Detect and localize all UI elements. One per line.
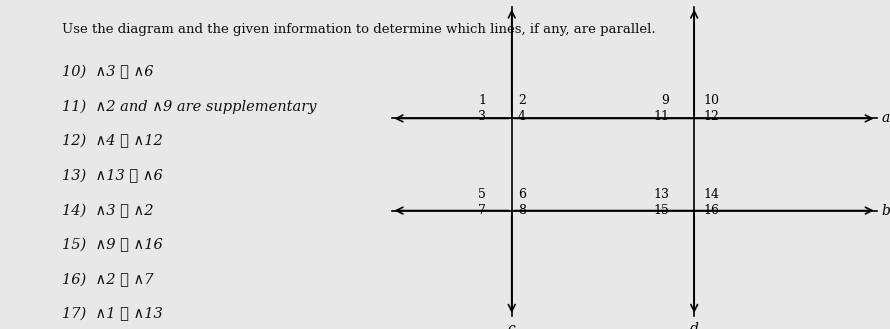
Text: 16)  ∧2 ≅ ∧7: 16) ∧2 ≅ ∧7 (62, 272, 154, 287)
Text: 14: 14 (703, 188, 719, 201)
Text: 12: 12 (703, 110, 719, 123)
Text: Use the diagram and the given information to determine which lines, if any, are : Use the diagram and the given informatio… (62, 23, 656, 36)
Text: 15: 15 (653, 204, 669, 217)
Text: 6: 6 (518, 188, 526, 201)
Text: 10)  ∧3 ≅ ∧6: 10) ∧3 ≅ ∧6 (62, 65, 154, 80)
Text: 13: 13 (653, 188, 669, 201)
Text: 1: 1 (478, 94, 486, 107)
Text: 4: 4 (518, 110, 526, 123)
Text: 12)  ∧4 ≅ ∧12: 12) ∧4 ≅ ∧12 (62, 134, 163, 149)
Text: 2: 2 (518, 94, 526, 107)
Text: 7: 7 (478, 204, 486, 217)
Text: 9: 9 (661, 94, 669, 107)
Text: 14)  ∧3 ≅ ∧2: 14) ∧3 ≅ ∧2 (62, 203, 154, 218)
Text: 11)  ∧2 and ∧9 are supplementary: 11) ∧2 and ∧9 are supplementary (62, 100, 317, 114)
Text: b: b (881, 204, 890, 217)
Text: d: d (690, 322, 699, 329)
Text: 8: 8 (518, 204, 526, 217)
Text: 10: 10 (703, 94, 719, 107)
Text: 17)  ∧1 ≅ ∧13: 17) ∧1 ≅ ∧13 (62, 307, 163, 321)
Text: 11: 11 (653, 110, 669, 123)
Text: 5: 5 (478, 188, 486, 201)
Text: a: a (881, 112, 889, 125)
Text: 16: 16 (703, 204, 719, 217)
Text: 13)  ∧13 ≅ ∧6: 13) ∧13 ≅ ∧6 (62, 169, 163, 183)
Text: 3: 3 (478, 110, 486, 123)
Text: c: c (508, 322, 515, 329)
Text: 15)  ∧9 ≅ ∧16: 15) ∧9 ≅ ∧16 (62, 238, 163, 252)
